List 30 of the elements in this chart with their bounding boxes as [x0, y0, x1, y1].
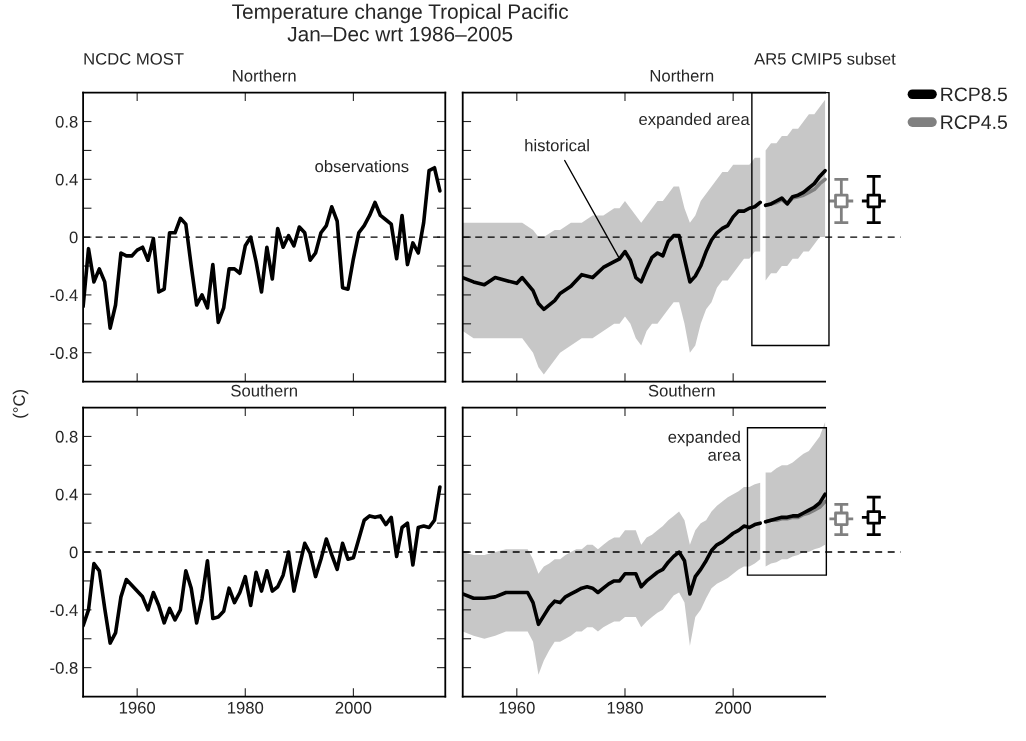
text: AR5 CMIP5 subset [754, 52, 896, 65]
annotation: expanded area [668, 430, 741, 461]
chart-title: Northern [233, 69, 296, 82]
annotation: expanded area [639, 112, 750, 129]
y-tick-label: -0.8 [50, 347, 78, 359]
chart-title: Southern [648, 384, 715, 397]
chart-title: Northern [650, 69, 714, 82]
x-tick-label: 2000 [335, 701, 372, 714]
legend-label: RCP4.5 [941, 115, 1007, 130]
annotation: observations [315, 159, 409, 173]
x-tick-label: 1980 [228, 701, 264, 714]
y-tick-label: 0.4 [55, 488, 78, 501]
x-tick-label: 1980 [607, 701, 643, 714]
y-tick-label: 0.4 [55, 173, 78, 186]
x-tick-label: 1960 [499, 701, 535, 714]
annotation: historical [525, 139, 589, 152]
y-tick-label: 0 [69, 546, 78, 559]
y-tick-label: -0.8 [50, 662, 78, 674]
legend-label: RCP8.5 [941, 87, 1007, 102]
y-tick-label: 0.8 [55, 115, 78, 128]
y-tick-label: -0.4 [50, 289, 78, 302]
text: Temperature change Tropical Pacific Jan–Dec wrt 1986–2005 [232, 3, 569, 42]
x-tick-label: 2000 [715, 701, 752, 714]
text: NCDC MOST [84, 52, 184, 65]
x-tick-label: 1960 [119, 701, 156, 714]
chart-title: Southern [231, 384, 297, 397]
y-tick-label: 0.8 [55, 430, 78, 443]
y-tick-label: -0.4 [50, 604, 78, 617]
y-tick-label: 0 [69, 231, 78, 244]
y-axis-title: (°C) [12, 389, 29, 418]
